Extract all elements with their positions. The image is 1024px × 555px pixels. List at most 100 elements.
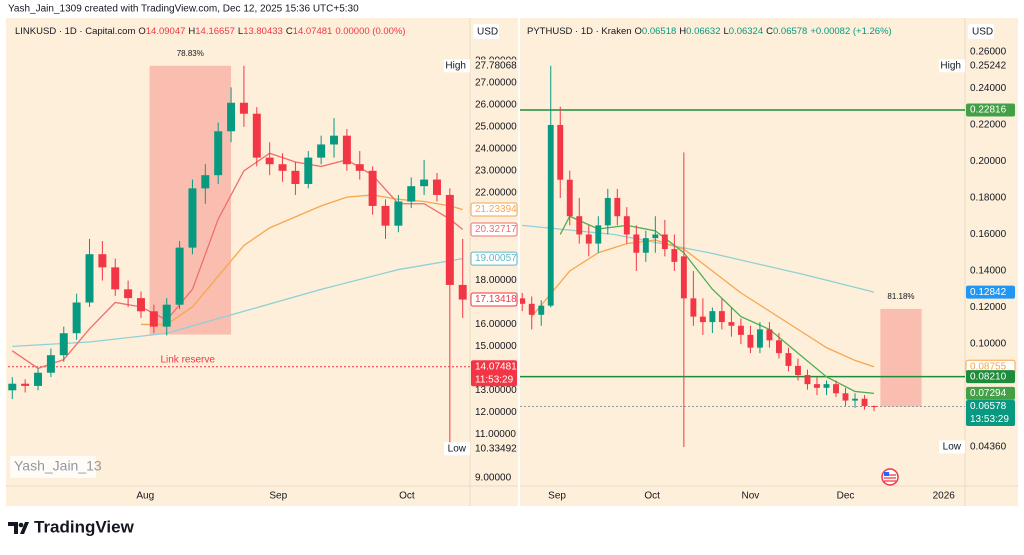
candle-body	[814, 384, 820, 388]
ohlc-value: 0.06578	[773, 26, 807, 37]
candle-body	[633, 234, 640, 253]
ohlc-key: O	[635, 26, 642, 37]
candle-body	[34, 372, 43, 386]
moving-average	[140, 194, 463, 326]
price-label: 19.00057	[475, 253, 517, 264]
candle-body	[756, 329, 763, 348]
measure-label: 81.18%	[887, 292, 914, 301]
candle-body	[407, 186, 416, 202]
price-label-box	[966, 399, 1015, 426]
y-tick-label: 18.00000	[475, 275, 517, 286]
price-label-box	[470, 292, 518, 307]
candle-body	[566, 179, 573, 217]
candle-body	[585, 234, 592, 244]
y-tick-label: 0.22000	[970, 120, 1007, 131]
countdown: 11:53:29	[475, 374, 514, 385]
candle-body	[317, 144, 326, 158]
x-tick-label: Nov	[742, 491, 760, 502]
line-annotation: Link reserve	[160, 354, 215, 365]
candle-body	[671, 249, 678, 262]
candle-body	[420, 179, 429, 187]
symbol: LINKUSD · 1D · Capital.com	[15, 26, 135, 37]
price-label-box	[471, 59, 517, 73]
candle-body	[795, 365, 801, 376]
candle-body	[46, 355, 55, 373]
y-tick-label: 9.00000	[475, 473, 512, 484]
price-label-box	[966, 103, 1015, 117]
candle-body	[690, 298, 697, 317]
price-label-box	[966, 440, 1015, 454]
price-label-prefix: Low	[448, 443, 467, 454]
ohlc-key: C	[766, 26, 773, 37]
x-tick-label: Dec	[837, 491, 855, 502]
y-tick-label: 26.00000	[475, 100, 517, 111]
candle-body	[85, 254, 94, 303]
y-tick-label: 15.00000	[475, 341, 517, 352]
logo: TradingView	[8, 517, 135, 536]
price-label: 0.22816	[970, 105, 1007, 116]
price-label: 0.08755	[970, 361, 1007, 372]
candle-body	[871, 406, 877, 408]
ohlc-value: 0.06632	[686, 26, 720, 37]
price-label: 21.23394	[475, 204, 517, 215]
currency: USD	[477, 27, 498, 38]
price-label: 10.33492	[475, 443, 517, 454]
candle-body	[661, 234, 668, 250]
candle-body	[823, 384, 830, 388]
candle-body	[342, 135, 351, 165]
candle-body	[355, 164, 364, 171]
candle-body	[623, 216, 630, 235]
ohlc-key: L	[723, 26, 728, 37]
watermark-box	[10, 456, 96, 478]
candle-body	[747, 334, 754, 348]
price-label-box	[471, 360, 517, 387]
currency-box	[473, 24, 499, 39]
y-tick-label: 0.26000	[970, 47, 1007, 58]
candle-body	[595, 225, 602, 244]
price-label-prefix-box	[444, 442, 470, 456]
candle-body	[737, 325, 744, 335]
candle-body	[776, 340, 782, 354]
y-tick-label: 11.00000	[475, 429, 516, 440]
candle-body	[291, 170, 300, 184]
candle-body	[652, 234, 659, 239]
candle-body	[124, 289, 133, 299]
price-label-prefix: Low	[943, 442, 962, 453]
candle-body	[214, 131, 223, 176]
candle-body	[175, 247, 184, 305]
candle-body	[642, 238, 649, 253]
x-tick-label: Sep	[269, 491, 287, 502]
candle-body	[785, 353, 792, 366]
price-label-prefix-box	[939, 440, 965, 454]
plot-area	[520, 65, 965, 447]
ohlc-value: 14.07481	[293, 26, 333, 37]
candle-body	[381, 205, 390, 226]
y-tick-label: 13.00000	[475, 385, 517, 396]
candle-body	[149, 311, 158, 327]
brand: TradingView	[34, 517, 135, 536]
ohlc-value: 14.09047	[146, 26, 186, 37]
price-label: 14.07481	[475, 361, 517, 372]
price-label: 0.04360	[970, 442, 1007, 453]
y-tick-label: 27.00000	[475, 78, 517, 89]
ohlc-value: 0.06324	[729, 26, 763, 37]
candle-body	[833, 384, 839, 394]
price-label-box	[470, 251, 518, 266]
ohlc-key: C	[286, 26, 293, 37]
candle-body	[680, 256, 687, 299]
candle-body	[520, 298, 526, 304]
y-tick-label: 23.00000	[475, 165, 517, 176]
candle-body	[445, 194, 454, 285]
candle-body	[538, 305, 545, 315]
measure-box	[880, 308, 922, 407]
ohlc-value: 13.80433	[243, 26, 283, 37]
flag-icon	[881, 468, 899, 486]
price-label-prefix-box	[444, 59, 470, 73]
currency-box	[968, 24, 994, 39]
candle-body	[766, 329, 773, 341]
candle-body	[604, 197, 611, 226]
y-tick-label: 16.00000	[475, 319, 517, 330]
ohlc-key: H	[188, 26, 195, 37]
candle-body	[804, 375, 811, 385]
